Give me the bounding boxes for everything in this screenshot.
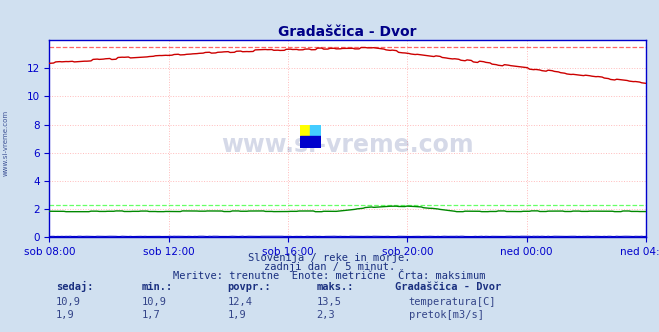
Text: pretok[m3/s]: pretok[m3/s] <box>409 310 484 320</box>
Bar <box>300 124 310 136</box>
Text: sedaj:: sedaj: <box>56 282 94 292</box>
Title: Gradaščica - Dvor: Gradaščica - Dvor <box>278 25 417 39</box>
Text: 1,9: 1,9 <box>227 310 246 320</box>
Text: Gradaščica - Dvor: Gradaščica - Dvor <box>395 283 501 292</box>
Text: Meritve: trenutne  Enote: metrične  Črta: maksimum: Meritve: trenutne Enote: metrične Črta: … <box>173 271 486 281</box>
Text: 12,4: 12,4 <box>227 297 252 307</box>
Text: 10,9: 10,9 <box>142 297 167 307</box>
Bar <box>310 124 321 136</box>
Text: Slovenija / reke in morje.: Slovenija / reke in morje. <box>248 253 411 263</box>
Text: 2,3: 2,3 <box>316 310 335 320</box>
Text: povpr.:: povpr.: <box>227 283 271 292</box>
Bar <box>300 136 321 148</box>
Text: min.:: min.: <box>142 283 173 292</box>
Text: 10,9: 10,9 <box>56 297 81 307</box>
Text: www.si-vreme.com: www.si-vreme.com <box>2 110 9 176</box>
Text: www.si-vreme.com: www.si-vreme.com <box>221 132 474 156</box>
Text: 1,7: 1,7 <box>142 310 160 320</box>
Text: maks.:: maks.: <box>316 283 354 292</box>
Text: zadnji dan / 5 minut.: zadnji dan / 5 minut. <box>264 262 395 272</box>
Text: temperatura[C]: temperatura[C] <box>409 297 496 307</box>
Text: 13,5: 13,5 <box>316 297 341 307</box>
Text: 1,9: 1,9 <box>56 310 74 320</box>
